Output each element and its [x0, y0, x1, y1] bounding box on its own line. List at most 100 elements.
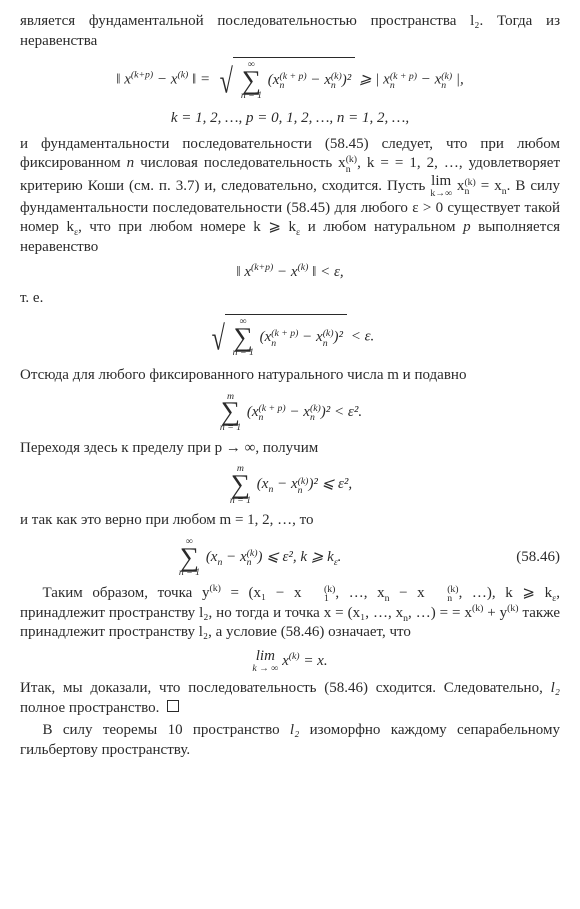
para-te: т. е. — [20, 289, 560, 309]
supsub: (k)n — [425, 585, 459, 604]
sup: (k) — [425, 585, 459, 594]
equation-7: lim k → ∞ x(k) = x. — [20, 649, 560, 674]
lim-op: limk→∞ — [430, 174, 452, 199]
text: x — [452, 178, 464, 194]
text: т. е. — [20, 290, 43, 306]
sub: n — [298, 486, 309, 495]
eq-text: (x — [247, 404, 259, 420]
sup: (k) — [289, 651, 300, 662]
text: + y — [483, 605, 507, 621]
page: является фундаментальной последовательно… — [0, 0, 580, 775]
eq-text: (x — [260, 329, 272, 345]
text: , …) = = x — [408, 605, 472, 621]
lim-op: lim k → ∞ — [252, 649, 278, 674]
sup: (k) — [472, 603, 483, 614]
supsub: (k)n — [298, 477, 309, 496]
text: В силу теоремы 10 пространство — [43, 722, 290, 738]
supsub: (k)1 — [301, 585, 335, 604]
lim-under: k→∞ — [430, 189, 452, 199]
sup: (k) — [507, 603, 518, 614]
eq-sup: (k+p) — [131, 69, 153, 80]
eq-text: (x — [206, 549, 218, 565]
sup: (k) — [209, 583, 220, 594]
equation-5: m ∑ n = 1 (xn − x(k)n)² ⩽ ε², — [20, 464, 560, 505]
sub: n — [310, 413, 321, 422]
supsub: (k)n — [310, 404, 321, 423]
var: l₂ — [290, 722, 299, 738]
text: и так как это верно при любом m = 1, 2, … — [20, 512, 314, 528]
eq-text: − x — [298, 329, 322, 345]
para-7: Итак, мы доказали, что последовательност… — [20, 679, 560, 718]
sum-lower: n = 1 — [241, 91, 262, 101]
text: , что при любом номере k ⩾ k — [78, 219, 296, 235]
supsub: (k)n — [346, 155, 357, 174]
sum-icon: ∞ ∑ n = 1 — [233, 317, 254, 358]
sigma: ∑ — [233, 327, 254, 349]
eq-text: ‖ x — [116, 71, 131, 87]
para-6: Таким образом, точка y(k) = (x₁ − x(k)1,… — [20, 584, 560, 643]
supsub: (k)n — [441, 72, 452, 91]
eq-sup: (k) — [177, 69, 188, 80]
text: = x — [476, 178, 502, 194]
para-2: и фундаментальности последовательности (… — [20, 135, 560, 258]
eq-text: − x — [222, 549, 246, 565]
equation-1: ‖ x(k+p) − x(k) ‖ = √ ∞ ∑ n = 1 (x(k + p… — [20, 57, 560, 103]
para-8: В силу теоремы 10 пространство l₂ изомор… — [20, 721, 560, 760]
sum-icon: m ∑ n = 1 — [220, 392, 241, 433]
equation-3: √ ∞ ∑ n = 1 (x(k + p)n − x(k)n)² < ε. — [20, 314, 560, 360]
sub: n — [390, 81, 417, 90]
radical-icon: √ — [211, 327, 224, 351]
eq-text: ‖ < ε, — [308, 264, 343, 280]
eq-text: )² — [342, 72, 352, 88]
eq-text: − x — [307, 72, 331, 88]
supsub: (k)n — [464, 178, 475, 197]
sum-icon: m ∑ n = 1 — [230, 464, 251, 505]
supsub: (k + p)n — [259, 404, 286, 423]
text: Итак, мы доказали, что последовательност… — [20, 680, 551, 696]
equation-2: ‖ x(k+p) − x(k) ‖ < ε, — [20, 263, 560, 283]
eq-text: ‖ = — [188, 71, 214, 87]
sigma: ∑ — [241, 70, 262, 92]
sum-lower: n = 1 — [233, 348, 254, 358]
sum-lower: n = 1 — [179, 568, 200, 578]
text: числовая последовательность x — [134, 155, 346, 171]
supsub: (k)n — [247, 549, 258, 568]
var: l₂ — [551, 680, 560, 696]
text: Отсюда для любого фиксированного натурал… — [20, 367, 466, 383]
eq-text: − x — [417, 71, 441, 87]
sigma: ∑ — [220, 401, 241, 423]
sup: (k) — [301, 585, 335, 594]
sup: (k+p) — [251, 262, 273, 273]
equation-4: m ∑ n = 1 (x(k + p)n − x(k)n)² < ε². — [20, 392, 560, 433]
eq-text: |, — [452, 71, 464, 87]
var: p — [463, 219, 471, 235]
sub: n — [259, 413, 286, 422]
sub: n — [441, 81, 452, 90]
sqrt: √ ∞ ∑ n = 1 (x(k + p)n − x(k)n)² — [206, 314, 347, 360]
para-5: и так как это верно при любом m = 1, 2, … — [20, 511, 560, 531]
qed-icon — [167, 700, 179, 712]
eq-text: . — [338, 549, 342, 565]
sum-lower: n = 1 — [220, 423, 241, 433]
text: является фундаментальной последовательно… — [20, 13, 560, 49]
lim: lim — [430, 174, 452, 189]
supsub: (k + p)n — [279, 72, 306, 91]
eq-text: ) ⩽ ε², k ⩾ k — [257, 549, 333, 565]
supsub: (k)n — [323, 329, 334, 348]
sum-icon: ∞ ∑ n = 1 — [241, 60, 262, 101]
lim: lim — [252, 649, 278, 664]
sub: n — [464, 187, 475, 196]
sub: n — [323, 339, 334, 348]
text: Переходя здесь к пределу при p → ∞, полу… — [20, 440, 318, 456]
eq-text: )² ⩽ ε², — [308, 476, 352, 492]
radicand: ∞ ∑ n = 1 (x(k + p)n − x(k)n)² — [233, 57, 355, 103]
eq-text: ⩾ | x — [359, 71, 390, 87]
sub: n — [331, 81, 342, 90]
eq-text: k = 1, 2, …, p = 0, 1, 2, …, n = 1, 2, …… — [171, 110, 409, 126]
lim-under: k → ∞ — [252, 664, 278, 674]
sub: n — [425, 594, 459, 603]
sum-icon: ∞ ∑ n = 1 — [179, 537, 200, 578]
para-4: Переходя здесь к пределу при p → ∞, полу… — [20, 439, 560, 459]
eq-text: = x. — [300, 653, 328, 669]
text: полное пространство. — [20, 700, 159, 716]
